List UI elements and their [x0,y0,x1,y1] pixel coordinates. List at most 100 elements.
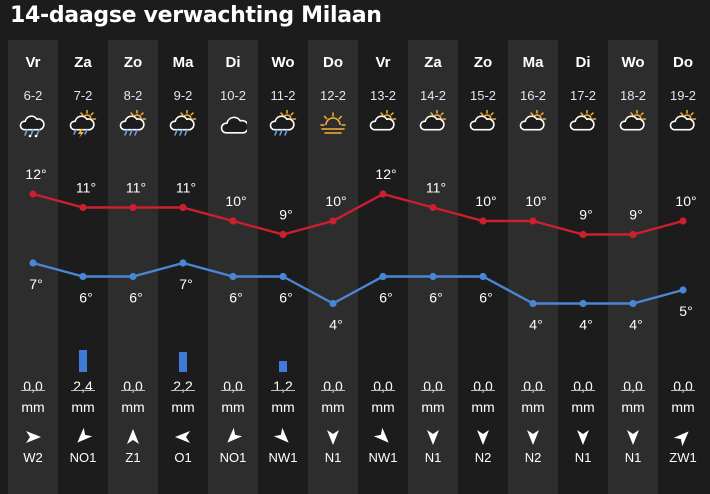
wind-label: N2 [474,450,492,465]
high-temp-line-point [129,203,137,212]
precip-amount: 0,0 [323,378,343,394]
high-temp-line-point [279,230,287,239]
wind-label: NW1 [268,450,298,465]
day-column: Di 17-2 0,0 mm N1 [558,40,608,494]
day-column: Zo 15-2 0,0 mm N2 [458,40,508,494]
high-temp-line-point [229,217,237,225]
wind-label: NW1 [368,450,398,465]
wind-label: W2 [23,450,43,465]
precip-amount: 0,0 [23,378,43,394]
wind-direction-icon [26,431,41,443]
day-name: Za [74,54,92,71]
day-date: 7-2 [73,88,93,103]
precip-underline [71,390,95,391]
low-temp-label: 6° [429,290,442,306]
low-temp-label: 6° [279,290,292,306]
low-temp-label: 5° [679,303,692,319]
low-temp-line [32,261,684,305]
day-date: 8-2 [123,88,143,103]
wind-direction-icon [527,430,539,445]
day-name: Zo [123,54,143,71]
low-temp-label: 6° [479,290,492,306]
wind-direction-icon [127,429,139,444]
high-temp-line-point [329,217,337,225]
high-temp-label: 10° [225,193,246,209]
day-name: Vr [375,54,391,71]
precip-amount: 0,0 [473,378,493,394]
precip-bar [179,352,187,372]
high-temp-line-point [429,203,437,212]
day-name: Do [323,54,343,71]
day-column: Za 7-2 2,4 mm NO1 [58,40,108,494]
high-temp-label: 10° [325,193,346,209]
precip-underline [321,390,345,391]
low-temp-line-point [129,272,137,281]
day-date: 12-2 [319,88,347,103]
day-date: 16-2 [519,88,547,103]
precip-unit: mm [371,399,395,415]
precip-amount: 0,0 [423,378,443,394]
day-name: Zo [473,54,493,71]
wind-label: N1 [624,450,642,465]
wind-direction-icon [327,430,339,445]
day-date: 6-2 [23,88,43,103]
day-name: Di [575,54,591,71]
precip-amount: 0,0 [373,378,393,394]
low-temp-line-point [179,259,187,267]
precip-amount: 0,0 [123,378,143,394]
day-date: 10-2 [219,88,247,103]
precip-unit: mm [321,399,345,415]
precip-unit: mm [521,399,545,415]
cloud-icon [220,116,247,134]
day-name: Ma [172,54,194,71]
sun-cloud-icon [519,110,547,131]
low-temp-line-point [429,272,437,281]
wind-direction-icon [673,431,689,447]
day-column: Ma 16-2 0,0 mm N2 [508,40,558,494]
day-column: Do 19-2 0,0 mm ZW1 [658,40,708,494]
wind-label: NO1 [219,450,247,465]
sun-cloud-rain-icon [119,110,147,136]
low-temp-line-point [679,286,687,294]
precip-underline [471,390,495,391]
precip-unit: mm [171,399,195,415]
wind-label: Z1 [125,450,141,465]
high-temp-label: 12° [375,166,396,182]
low-temp-line-point [229,272,237,281]
sun-cloud-icon [569,110,597,131]
high-temp-line-point [679,217,687,225]
day-date: 13-2 [369,88,397,103]
precip-bar [79,350,87,372]
low-temp-label: 6° [79,290,92,306]
low-temp-label: 6° [379,290,392,306]
wind-direction-icon [77,427,93,443]
high-temp-line-point [79,203,87,212]
wind-direction-icon [577,430,589,445]
day-date: 14-2 [419,88,447,103]
day-date: 17-2 [569,88,597,103]
low-temp-label: 6° [229,290,242,306]
high-temp-line-point [29,190,37,198]
day-column: Wo 11-2 1,2 mm NW1 [258,40,308,494]
low-temp-line-point [279,272,287,281]
wind-label: N1 [424,450,442,465]
low-temp-label: 4° [529,317,542,333]
temperature-chart: 12° 7° 11° 6° 11° 6° 11° 7° 10° 6° 9° 6° 10° 4° 12° 6° 1… [25,166,696,333]
precip-unit: mm [421,399,445,415]
day-name: Za [424,54,442,71]
cloud-rain-snow-icon [19,115,45,138]
thunder-sun-cloud-icon [69,110,97,138]
wind-label: N1 [574,450,592,465]
page-title: 14-daagse verwachting Milaan [10,3,382,28]
day-column: Ma 9-2 2,2 mm O1 [158,40,208,494]
low-temp-line-point [79,272,87,281]
wind-direction-icon [627,430,639,445]
day-date: 11-2 [270,88,296,103]
sun-cloud-icon [669,110,697,131]
precip-unit: mm [71,399,95,415]
day-column: Zo 8-2 0,0 mm Z1 [108,40,158,494]
precip-underline [671,390,695,391]
sun-haze-icon [320,112,346,134]
day-column: Do 12-2 0,0 mm N1 [308,40,358,494]
low-temp-label: 7° [179,276,192,292]
